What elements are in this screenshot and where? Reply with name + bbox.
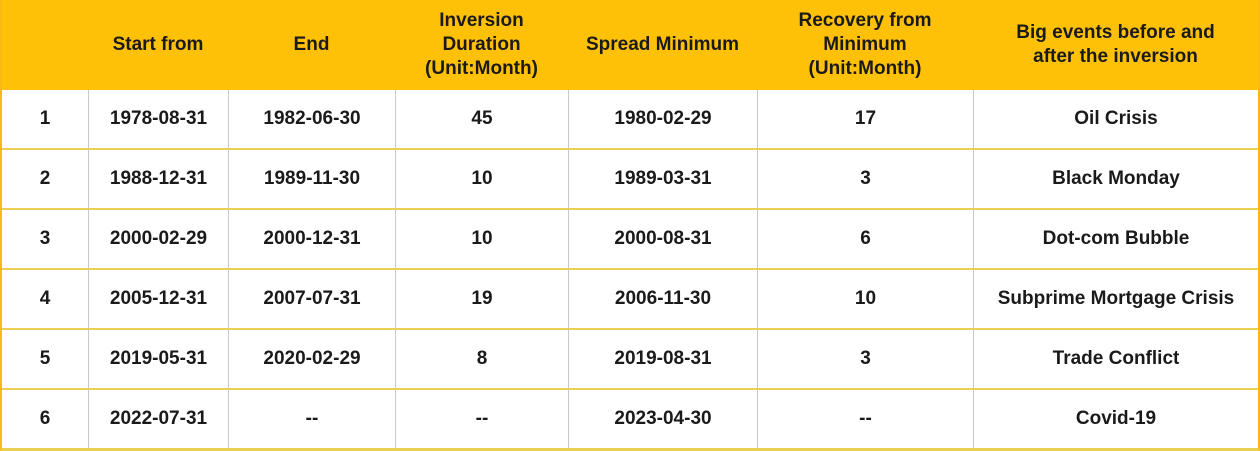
table-row: 6 2022-07-31 -- -- 2023-04-30 -- Covid-1…: [2, 388, 1258, 448]
header-index: [2, 0, 88, 90]
cell-spread-minimum: 2023-04-30: [568, 388, 757, 448]
cell-end: 2020-02-29: [228, 328, 395, 388]
cell-spread-minimum: 2000-08-31: [568, 208, 757, 268]
header-spread-minimum: Spread Minimum: [568, 0, 757, 90]
table-row: 2 1988-12-31 1989-11-30 10 1989-03-31 3 …: [2, 148, 1258, 208]
cell-recovery: --: [757, 388, 973, 448]
cell-inversion-duration: 45: [395, 90, 568, 148]
cell-start-from: 2022-07-31: [88, 388, 228, 448]
header-row: Start from End Inversion Duration (Unit:…: [2, 0, 1258, 90]
cell-inversion-duration: 8: [395, 328, 568, 388]
cell-recovery: 3: [757, 148, 973, 208]
cell-end: --: [228, 388, 395, 448]
cell-index: 5: [2, 328, 88, 388]
cell-inversion-duration: 19: [395, 268, 568, 328]
table-body: 1 1978-08-31 1982-06-30 45 1980-02-29 17…: [2, 90, 1258, 448]
header-end: End: [228, 0, 395, 90]
table-row: 4 2005-12-31 2007-07-31 19 2006-11-30 10…: [2, 268, 1258, 328]
cell-big-event: Dot-com Bubble: [973, 208, 1258, 268]
cell-index: 2: [2, 148, 88, 208]
cell-inversion-duration: 10: [395, 208, 568, 268]
cell-recovery: 3: [757, 328, 973, 388]
header-recovery-from-minimum: Recovery from Minimum (Unit:Month): [757, 0, 973, 90]
header-inversion-duration: Inversion Duration (Unit:Month): [395, 0, 568, 90]
cell-index: 6: [2, 388, 88, 448]
cell-end: 2000-12-31: [228, 208, 395, 268]
cell-end: 1989-11-30: [228, 148, 395, 208]
cell-start-from: 2000-02-29: [88, 208, 228, 268]
cell-index: 3: [2, 208, 88, 268]
cell-recovery: 17: [757, 90, 973, 148]
cell-spread-minimum: 1980-02-29: [568, 90, 757, 148]
table-row: 3 2000-02-29 2000-12-31 10 2000-08-31 6 …: [2, 208, 1258, 268]
cell-big-event: Oil Crisis: [973, 90, 1258, 148]
table-row: 5 2019-05-31 2020-02-29 8 2019-08-31 3 T…: [2, 328, 1258, 388]
cell-recovery: 10: [757, 268, 973, 328]
cell-big-event: Trade Conflict: [973, 328, 1258, 388]
cell-big-event: Black Monday: [973, 148, 1258, 208]
cell-index: 1: [39, 108, 51, 129]
header-start-from: Start from: [88, 0, 228, 90]
cell-end: 2007-07-31: [228, 268, 395, 328]
table-header: Start from End Inversion Duration (Unit:…: [2, 0, 1258, 90]
cell-start-from: 2005-12-31: [88, 268, 228, 328]
cell-big-event: Subprime Mortgage Crisis: [973, 268, 1258, 328]
table-row: 1 1978-08-31 1982-06-30 45 1980-02-29 17…: [2, 90, 1258, 148]
cell-start-from: 1978-08-31: [88, 90, 228, 148]
cell-start-from: 2019-05-31: [88, 328, 228, 388]
cell-recovery: 6: [757, 208, 973, 268]
cell-end: 1982-06-30: [228, 90, 395, 148]
header-big-events: Big events before and after the inversio…: [973, 0, 1258, 90]
cell-inversion-duration: 10: [395, 148, 568, 208]
cell-spread-minimum: 2006-11-30: [568, 268, 757, 328]
cell-spread-minimum: 2019-08-31: [568, 328, 757, 388]
cell-big-event: Covid-19: [973, 388, 1258, 448]
cell-inversion-duration: --: [395, 388, 568, 448]
cell-spread-minimum: 1989-03-31: [568, 148, 757, 208]
cell-index: 4: [2, 268, 88, 328]
cell-start-from: 1988-12-31: [88, 148, 228, 208]
